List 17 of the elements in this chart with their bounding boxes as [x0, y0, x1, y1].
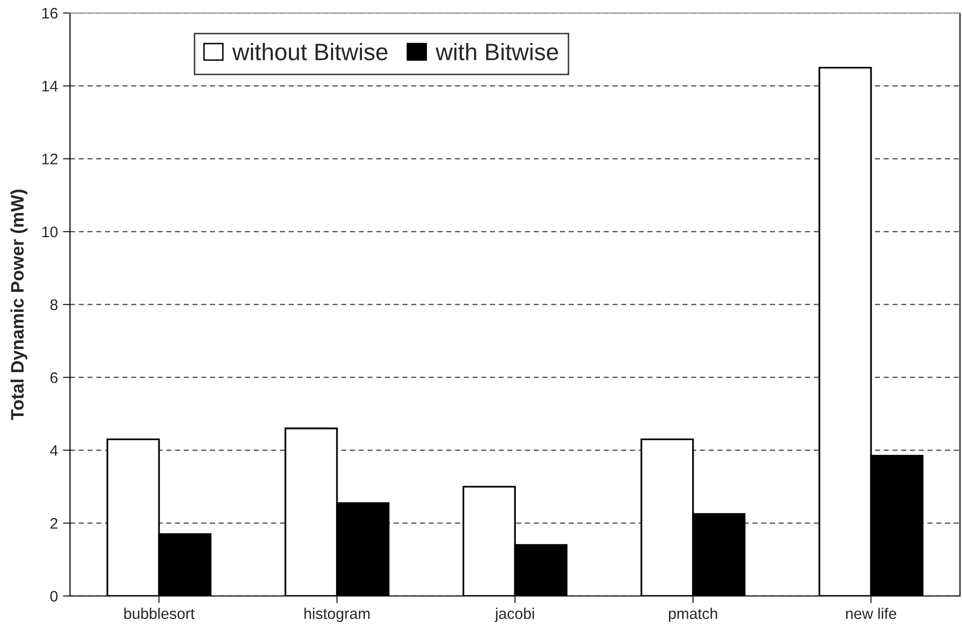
legend-label: without Bitwise [232, 42, 388, 60]
x-tick-label: histogram [304, 608, 370, 622]
y-tick-label: 2 [50, 518, 58, 529]
x-tick-label: pmatch [668, 608, 718, 622]
y-axis-title: Total Dynamic Power (mW) [10, 190, 28, 420]
y-tick-label: 12 [42, 154, 58, 164]
x-tick-label: bubblesort [124, 608, 195, 620]
x-tick-label: jacobi [494, 608, 534, 622]
x-tick-label: new life [846, 608, 896, 620]
y-tick-label: 4 [50, 445, 58, 456]
legend-label: with Bitwise [436, 42, 558, 60]
y-tick-label: 14 [42, 80, 58, 92]
y-tick-label: 6 [50, 372, 58, 384]
y-tick-label: 10 [42, 226, 58, 238]
y-tick-label: 16 [42, 8, 58, 19]
y-tick-label: 8 [50, 299, 58, 310]
y-tick-label: 0 [50, 590, 58, 602]
